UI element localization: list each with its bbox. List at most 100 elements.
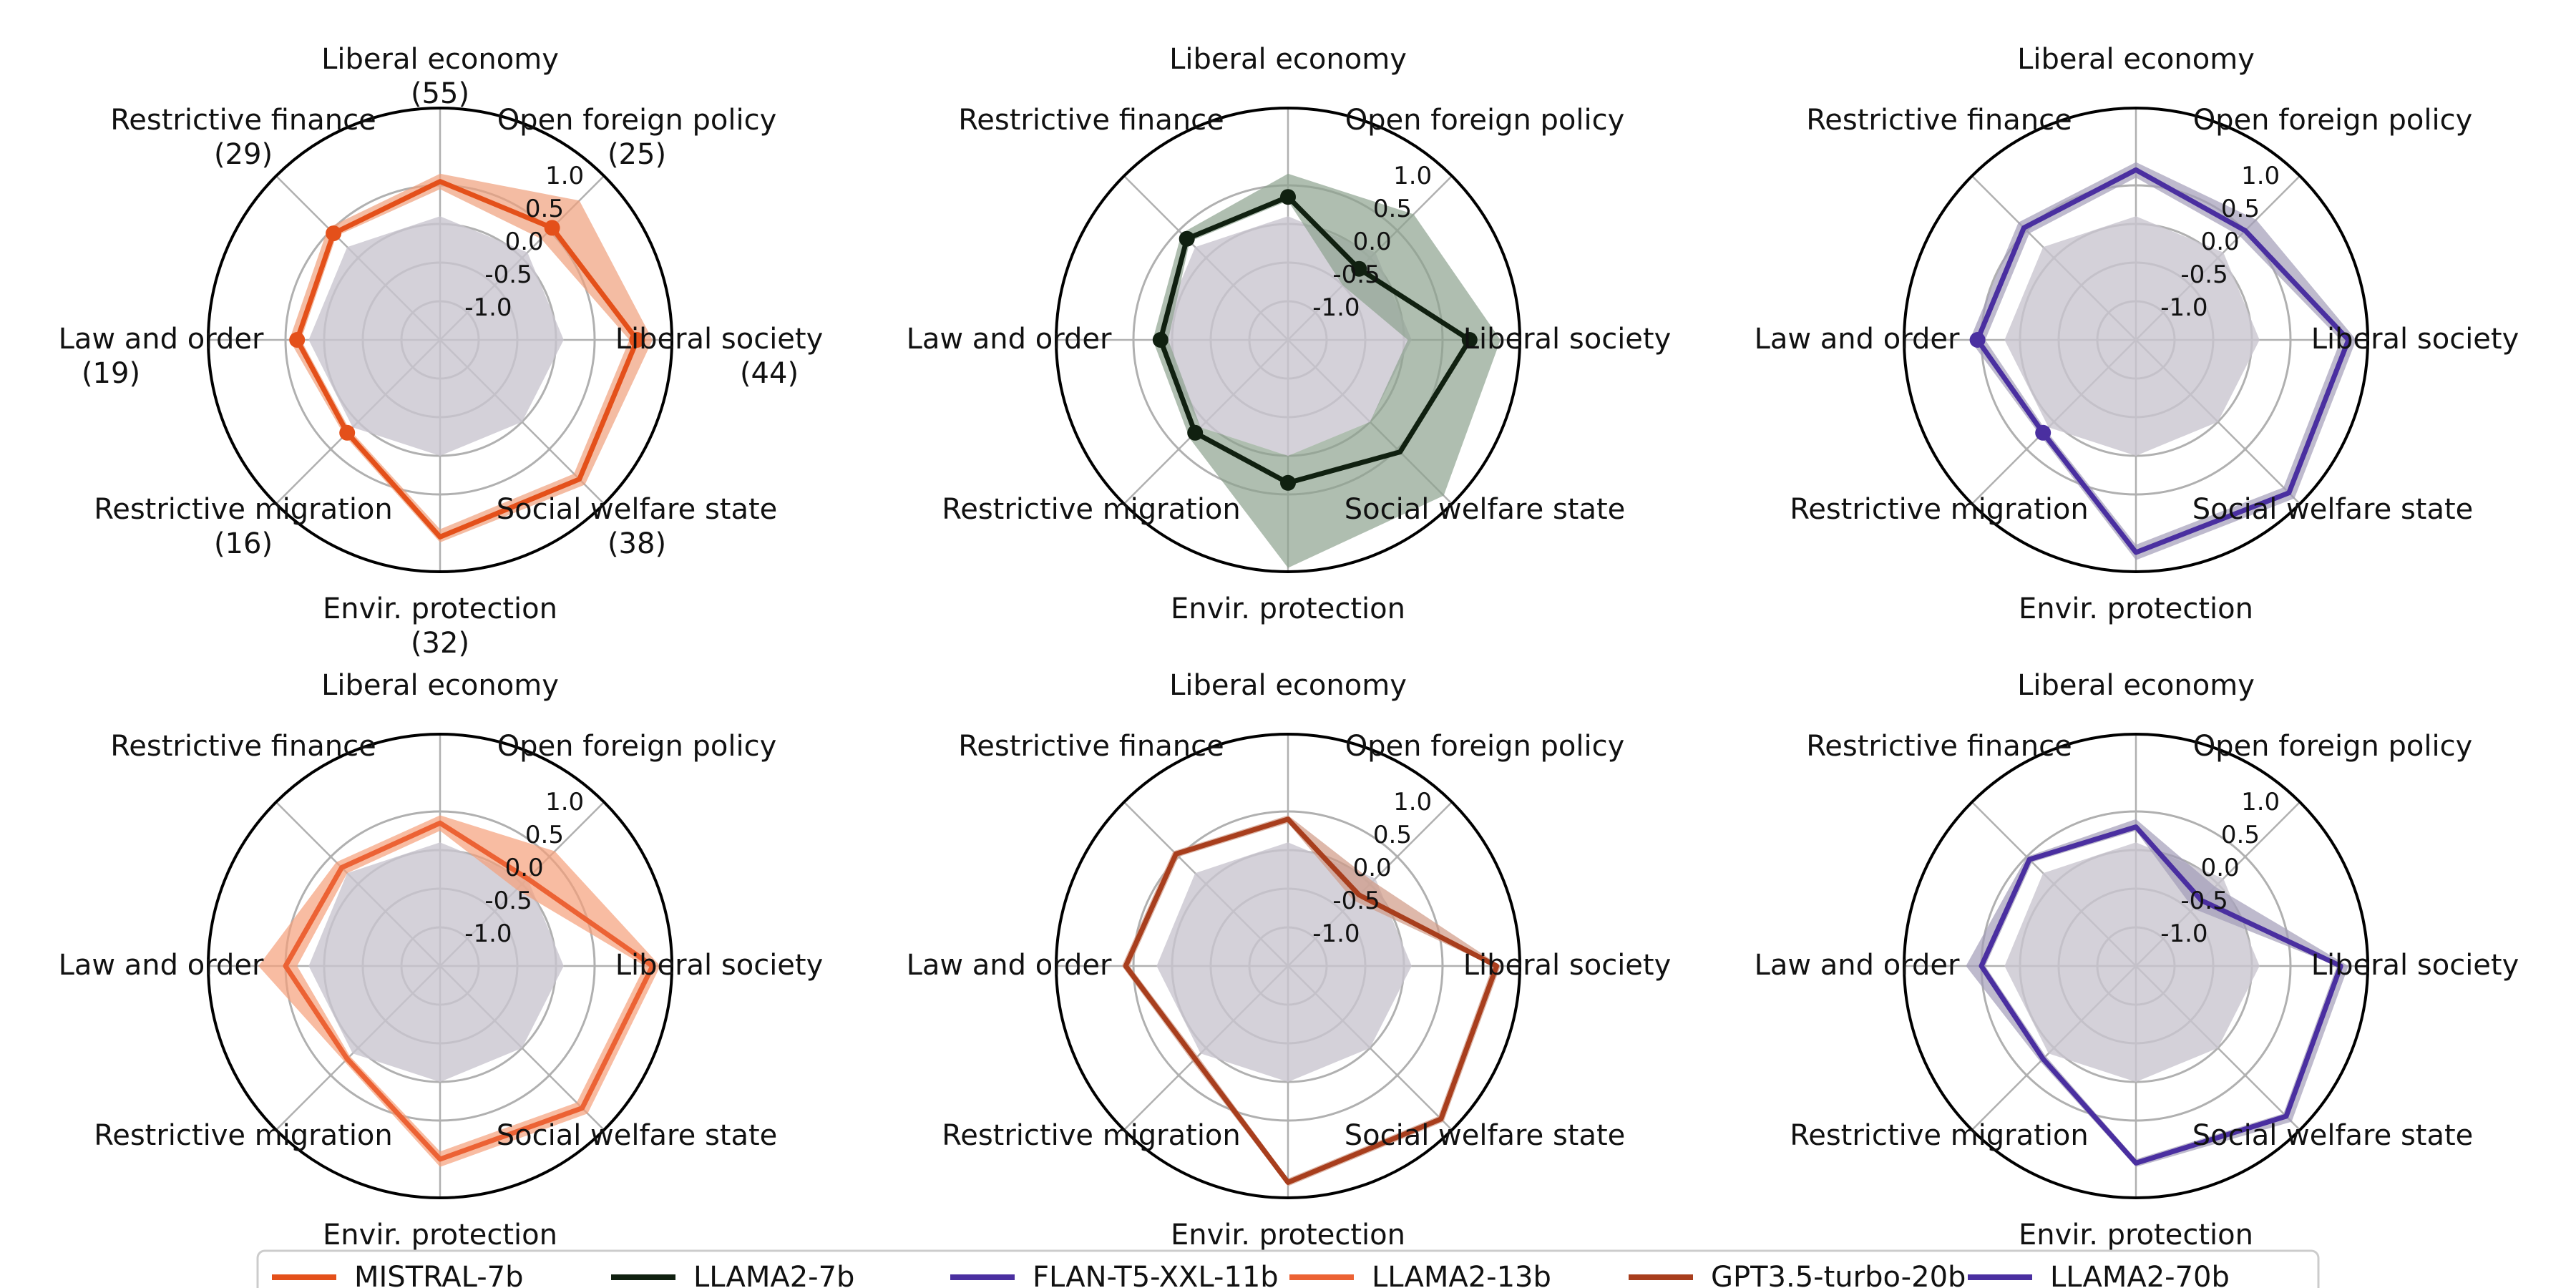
axis-label: Restrictive finance — [110, 730, 376, 763]
series-line — [294, 179, 640, 540]
radial-tick-label: 0.5 — [1373, 195, 1412, 223]
axis-count-label: (19) — [82, 357, 140, 390]
axis-label: Liberal economy — [2017, 43, 2255, 76]
legend: MISTRAL-7b LLAMA2-7b FLAN-T5-XXL-11b LLAMA2… — [256, 1249, 2320, 1288]
radar-panel-llama2-70b: -1.0 -0.5 0.0 0.5 1.0 Liberal economy Open for… — [1755, 669, 2519, 1252]
axis-label: Restrictive migration — [942, 493, 1241, 526]
radial-tick-label: 1.0 — [1393, 788, 1432, 816]
radial-tick-label: -0.5 — [484, 260, 532, 289]
baseline-area — [1156, 842, 1412, 1082]
radar-panel-gpt3.5-turbo-20b: -1.0 -0.5 0.0 0.5 1.0 Liberal economy Open for… — [907, 669, 1672, 1252]
axis-label: Liberal society — [1463, 323, 1672, 356]
radial-tick-label: 0.0 — [505, 228, 544, 256]
axis-label: Envir. protection — [323, 592, 557, 625]
data-point — [1280, 474, 1296, 491]
radial-tick-label: -0.5 — [484, 887, 532, 915]
radial-tick-label: 0.0 — [1353, 228, 1392, 256]
axis-label: Envir. protection — [323, 1219, 557, 1252]
radial-tick-label: 1.0 — [545, 788, 584, 816]
radial-tick-label: 1.0 — [1393, 162, 1432, 190]
axis-label: Liberal economy — [1169, 669, 1407, 702]
radial-tick-label: 0.0 — [2201, 228, 2240, 256]
axis-label: Restrictive migration — [1790, 493, 2089, 526]
radial-tick-label: -1.0 — [2160, 919, 2207, 948]
legend-label: LLAMA2-70b — [2050, 1261, 2230, 1288]
axis-label: Restrictive migration — [94, 1119, 393, 1152]
axis-label: Envir. protection — [2019, 1219, 2253, 1252]
axis-label: Social welfare state — [1345, 493, 1626, 526]
axis-label: Liberal society — [1463, 949, 1672, 982]
axis-label: Liberal society — [615, 949, 824, 982]
axis-label: Law and order — [59, 949, 264, 982]
series-line — [1123, 816, 1500, 1185]
outer-frame — [1903, 107, 2369, 573]
axis-label: Open foreign policy — [497, 104, 777, 137]
axis-count-label: (16) — [214, 527, 273, 560]
axis-label: Envir. protection — [2019, 592, 2253, 625]
series-line — [1975, 167, 2351, 555]
legend-label: MISTRAL-7b — [354, 1261, 524, 1288]
radial-tick-label: 0.5 — [2221, 195, 2260, 223]
baseline-area — [308, 842, 564, 1082]
axis-label: Open foreign policy — [1345, 730, 1625, 763]
data-point — [1187, 424, 1204, 441]
legend-label: FLAN-T5-XXL-11b — [1033, 1261, 1279, 1288]
axis-label: Liberal economy — [321, 43, 559, 76]
radial-tick-label: 0.0 — [1353, 854, 1392, 882]
axis-label: Envir. protection — [1171, 592, 1405, 625]
baseline-area — [308, 216, 564, 456]
data-point — [1461, 332, 1478, 348]
axis-label: Law and order — [907, 323, 1112, 356]
radial-tick-label: -0.5 — [1332, 260, 1380, 289]
axis-label: Restrictive finance — [110, 104, 376, 137]
data-point — [326, 225, 342, 242]
uncertainty-band — [1153, 173, 1501, 568]
legend-label: GPT3.5-turbo-20b — [1711, 1261, 1966, 1288]
radial-tick-label: -1.0 — [2160, 293, 2207, 322]
axis-label: Liberal society — [615, 323, 824, 356]
data-point — [339, 424, 356, 441]
radial-tick-label: -0.5 — [1332, 887, 1380, 915]
legend-frame — [256, 1249, 2320, 1288]
radial-tick-label: -1.0 — [464, 293, 512, 322]
data-point — [544, 220, 560, 236]
axis-label: Open foreign policy — [1345, 104, 1625, 137]
axis-label: Liberal society — [2311, 949, 2519, 982]
axis-label: Liberal economy — [2017, 669, 2255, 702]
data-point — [2035, 424, 2051, 441]
radial-tick-label: -1.0 — [1312, 919, 1360, 948]
axis-label: Law and order — [59, 323, 264, 356]
outer-frame — [1055, 107, 1521, 573]
axis-label: Social welfare state — [497, 493, 778, 526]
axis-label: Law and order — [1755, 323, 1960, 356]
legend-label: LLAMA2-7b — [693, 1261, 854, 1288]
radar-panel-llama2-13b: -1.0 -0.5 0.0 0.5 1.0 Liberal economy Open for… — [59, 669, 824, 1252]
radial-tick-label: 0.0 — [505, 854, 544, 882]
axis-label: Open foreign policy — [2193, 104, 2473, 137]
axis-label: Restrictive finance — [1806, 104, 2072, 137]
data-point — [1280, 189, 1296, 205]
data-point — [1351, 260, 1367, 277]
radial-tick-label: -0.5 — [2180, 887, 2228, 915]
axis-label: Restrictive migration — [1790, 1119, 2089, 1152]
axis-count-label: (32) — [411, 627, 469, 660]
radial-tick-label: 1.0 — [2241, 788, 2280, 816]
axis-label: Social welfare state — [497, 1119, 778, 1152]
axis-label: Law and order — [907, 949, 1112, 982]
data-point — [1152, 332, 1169, 348]
data-point — [1969, 332, 1986, 348]
outer-frame — [207, 733, 673, 1199]
axis-count-label: (25) — [608, 138, 666, 171]
radial-tick-label: 0.5 — [2221, 821, 2260, 849]
axis-label: Restrictive finance — [1806, 730, 2072, 763]
axis-label: Social welfare state — [2192, 493, 2474, 526]
radial-tick-label: -1.0 — [1312, 293, 1360, 322]
axis-count-label: (55) — [411, 77, 469, 110]
series-line — [283, 820, 655, 1162]
legend-label: LLAMA2-13b — [1372, 1261, 1551, 1288]
radial-tick-label: -1.0 — [464, 919, 512, 948]
radar-panel-mistral-7b: -1.0 -0.5 0.0 0.5 1.0 Liberal economy(55) Open… — [59, 43, 824, 660]
radial-tick-label: 1.0 — [2241, 162, 2280, 190]
axis-label: Liberal economy — [1169, 43, 1407, 76]
